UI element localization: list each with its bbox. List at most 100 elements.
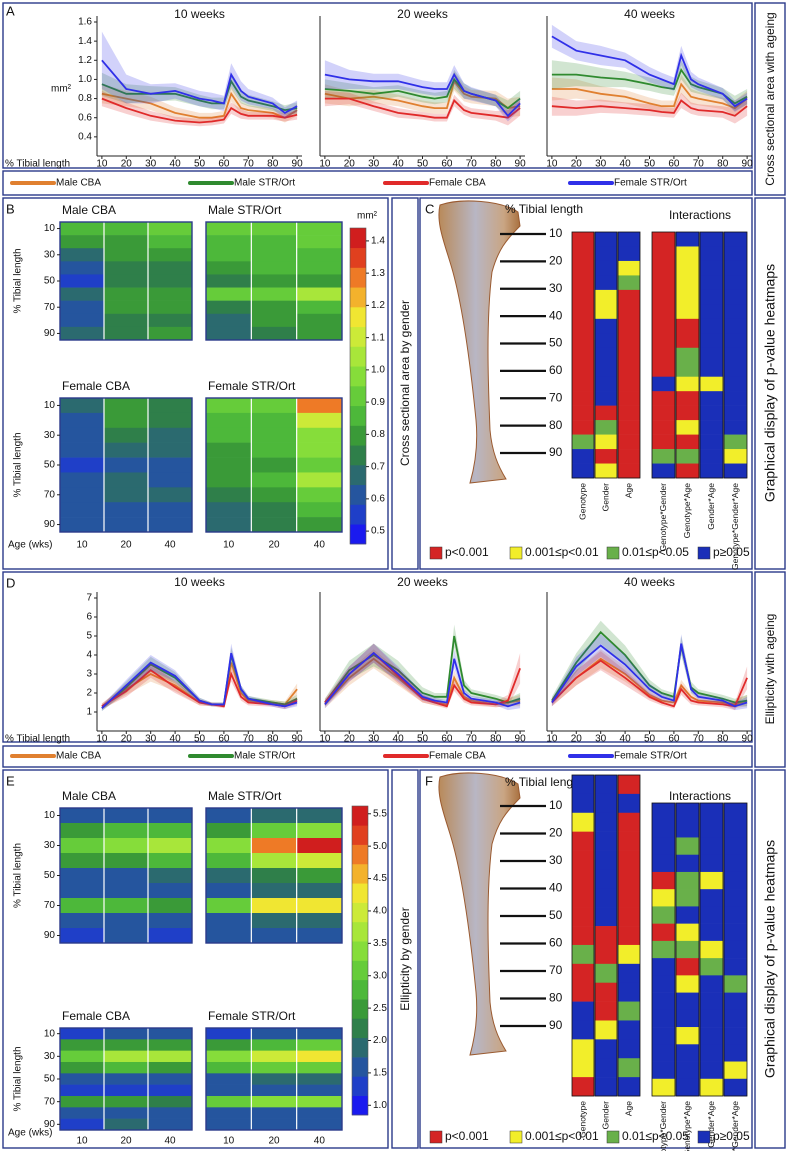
heatmap-cell	[60, 1050, 105, 1063]
pvalue-cell	[618, 812, 640, 832]
colorbar-swatch	[352, 844, 368, 865]
panel-letter: D	[6, 575, 15, 590]
heatmap-cell	[251, 1073, 297, 1085]
y-tick-label: 10	[44, 810, 56, 821]
heatmap-cell	[60, 853, 105, 869]
heatmap-cell	[148, 442, 193, 458]
heatmap-cell	[148, 913, 193, 929]
heatmap-cell	[148, 838, 193, 854]
heatmap-cell	[148, 898, 193, 914]
pvalue-cell	[676, 975, 699, 993]
x-axis-label: % Tibial length	[5, 159, 70, 170]
pvalue-cell	[724, 318, 747, 334]
heatmap-title: Male CBA	[62, 789, 116, 803]
pvalue-cell	[724, 958, 747, 976]
x-tick-label: 40	[620, 159, 632, 170]
heatmap-cell	[148, 222, 193, 236]
heatmap-cell	[148, 1039, 193, 1051]
colorbar-swatch	[350, 307, 366, 328]
pvalue-cell	[618, 318, 640, 334]
y-tick-label: 10	[44, 1028, 56, 1039]
error-band	[324, 643, 521, 709]
error-band	[101, 90, 298, 127]
heatmap-cell	[148, 457, 193, 473]
error-band	[101, 72, 298, 115]
x-tick-label: 40	[620, 734, 632, 745]
pvalue-cell	[595, 926, 617, 946]
side-label: Cross sectional area by gender	[398, 300, 412, 466]
error-band	[551, 649, 748, 709]
y-tick-label: 50	[44, 1074, 56, 1085]
x-tick-label: 60	[441, 159, 453, 170]
pvalue-cell	[652, 906, 675, 924]
heatmap-cell	[60, 808, 105, 824]
x-tick-label: 40	[393, 734, 405, 745]
group-title: Interactions	[669, 208, 731, 222]
heatmap-cell	[104, 517, 149, 533]
group-title: Interactions	[669, 789, 731, 803]
scale-tick-label: 20	[549, 254, 563, 268]
x-tick-label: 10	[546, 159, 558, 170]
heatmap-cell	[148, 248, 193, 262]
x-tick-label: 10	[76, 540, 88, 551]
heatmap-cell	[104, 808, 149, 824]
pvalue-cell	[572, 405, 594, 421]
scale-tick-label: 40	[549, 308, 563, 322]
column-border	[651, 231, 676, 479]
y-tick-label: 30	[44, 249, 56, 260]
colorbar-tick-label: 0.7	[371, 461, 385, 472]
heatmap-cell	[104, 261, 149, 275]
heatmap-cell	[104, 1107, 149, 1119]
x-tick-label: 80	[717, 159, 729, 170]
error-band	[324, 71, 521, 118]
legend-label: Female CBA	[429, 178, 486, 189]
x-tick-label: 80	[490, 734, 502, 745]
heatmap-cell	[206, 1118, 252, 1131]
y-tick-label: 1.4	[78, 36, 92, 47]
pvalue-cell	[724, 820, 747, 838]
chart-title: 40 weeks	[624, 575, 675, 589]
colorbar-swatch	[352, 902, 368, 923]
colorbar-swatch	[352, 806, 368, 826]
pvalue-cell	[652, 889, 675, 907]
colorbar-swatch	[350, 504, 366, 525]
scale-tick-label: 20	[549, 826, 563, 840]
pvalue-cell	[572, 260, 594, 276]
heatmap-cell	[60, 287, 105, 301]
bone-image	[438, 200, 521, 484]
heatmap-cell	[104, 287, 149, 301]
pvalue-cell	[618, 1077, 640, 1097]
pvalue-cell	[700, 318, 723, 334]
heatmap-cell	[251, 442, 297, 458]
pvalue-cell	[618, 405, 640, 421]
pvalue-cell	[618, 232, 640, 247]
pvalue-cell	[652, 803, 675, 821]
pvalue-cell	[676, 1044, 699, 1062]
heatmap-border	[205, 1027, 343, 1131]
x-tick-label: 20	[120, 1136, 132, 1147]
heatmap-cell	[60, 261, 105, 275]
x-tick-label: 80	[717, 734, 729, 745]
pvalue-cell	[700, 1009, 723, 1028]
colorbar-tick-label: 0.9	[371, 397, 385, 408]
pvalue-cell	[652, 975, 675, 993]
x-tick-label: 70	[243, 734, 255, 745]
pvalue-cell	[676, 923, 699, 942]
series-line	[551, 659, 748, 708]
pvalue-cell	[652, 871, 675, 890]
heatmap-cell	[296, 838, 343, 854]
pvalue-cell	[595, 449, 617, 464]
pvalue-cell	[618, 982, 640, 1002]
series-line	[324, 79, 521, 110]
heatmap-cell	[206, 502, 252, 518]
pvalue-cell	[676, 1078, 699, 1097]
pvalue-cell	[572, 275, 594, 291]
heatmap-cell	[296, 808, 343, 824]
y-axis-label: % Tibial length	[13, 843, 24, 908]
x-tick-label: 40	[170, 159, 182, 170]
bone-image	[438, 772, 521, 1056]
scale-label: % Tibial length	[505, 202, 583, 216]
pvalue-cell	[700, 232, 723, 247]
pvalue-cell	[618, 869, 640, 889]
heatmap-cell	[60, 472, 105, 488]
